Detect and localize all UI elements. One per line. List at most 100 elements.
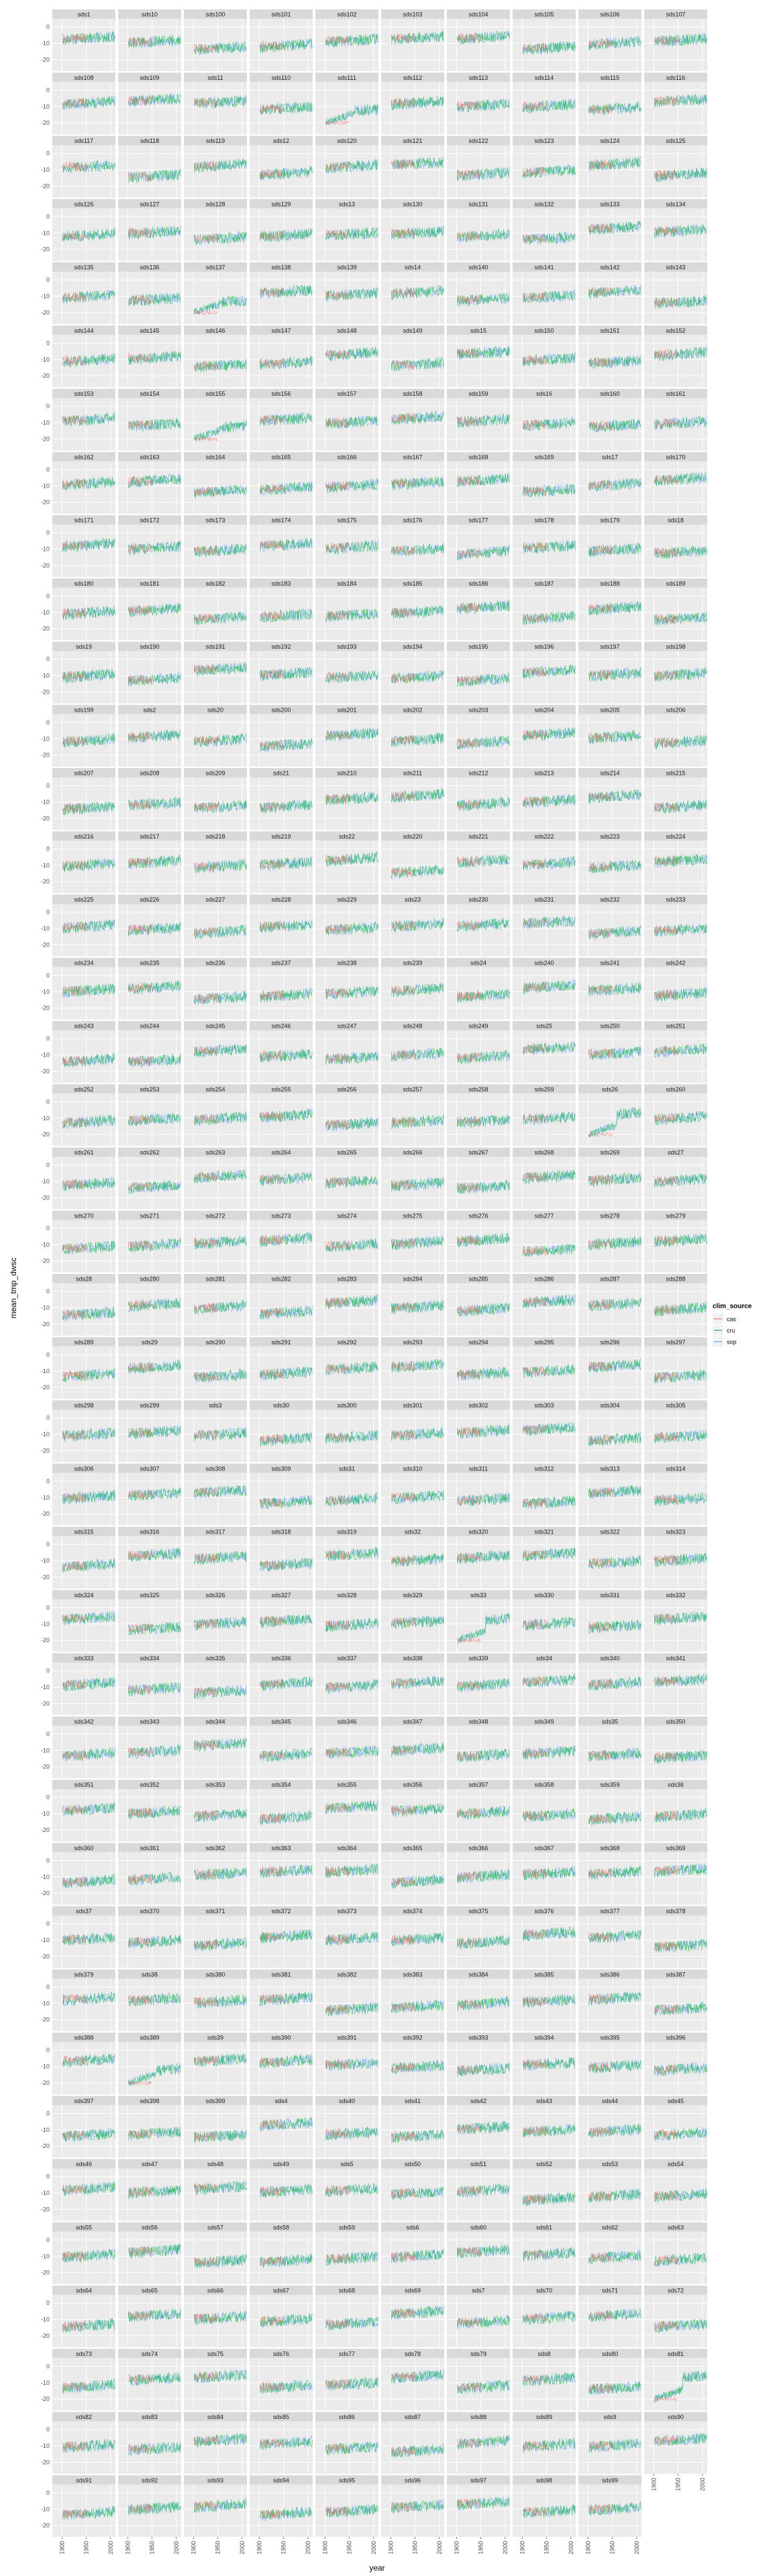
series-line-cru bbox=[325, 347, 378, 362]
facet-panel: sds141 bbox=[513, 262, 576, 324]
facet-strip bbox=[578, 704, 641, 714]
series-line-sop bbox=[522, 540, 576, 554]
facet-strip bbox=[118, 704, 181, 714]
facet-label: sds387 bbox=[666, 1971, 685, 1978]
facet-strip bbox=[644, 957, 707, 967]
facet-label: sds389 bbox=[140, 2035, 159, 2041]
facet-panel: sds4 bbox=[250, 2096, 313, 2158]
y-tick-label: -10 bbox=[41, 293, 50, 300]
facet-panel: sds390 bbox=[250, 2033, 313, 2094]
series-line-sop bbox=[259, 1171, 313, 1187]
facet-panel: sds230 bbox=[447, 894, 510, 957]
facet-panel: sds112 bbox=[381, 72, 444, 135]
facet-label: sds157 bbox=[337, 390, 356, 397]
y-tick-label: -20 bbox=[41, 119, 50, 126]
facet-label: sds364 bbox=[337, 1845, 356, 1851]
facet-strip bbox=[513, 515, 576, 525]
facet-label: sds304 bbox=[600, 1402, 619, 1409]
facet-label: sds256 bbox=[337, 1086, 356, 1093]
facet-panel: sds205 bbox=[578, 704, 641, 767]
facet-strip bbox=[644, 578, 707, 588]
facet-panel: sds62 bbox=[578, 2222, 641, 2284]
facet-label: sds150 bbox=[534, 327, 554, 334]
series-line-cru bbox=[62, 290, 115, 304]
panel-background bbox=[447, 19, 510, 71]
facet-label: sds12 bbox=[273, 138, 289, 144]
series-line-cas bbox=[325, 1177, 350, 1187]
series-line-sop bbox=[325, 347, 378, 362]
series-line-cas bbox=[456, 294, 481, 305]
facet-panel: sds288 bbox=[644, 1274, 707, 1336]
facet-panel: sds104 bbox=[447, 9, 510, 71]
panel-background bbox=[118, 967, 181, 1020]
series-line-cas bbox=[654, 856, 678, 866]
facet-strip bbox=[578, 1084, 641, 1094]
facet-label: sds20 bbox=[207, 706, 223, 713]
panel-background bbox=[578, 651, 641, 704]
series-line-sop bbox=[522, 417, 576, 431]
facet-panel: sds201 bbox=[315, 704, 378, 767]
facet-panel: sds179 bbox=[578, 515, 641, 577]
facet-label: sds50 bbox=[405, 2161, 421, 2167]
facet-panel: sds200 bbox=[250, 704, 313, 767]
facet-label: sds62 bbox=[602, 2224, 618, 2231]
facet-strip bbox=[52, 641, 115, 651]
facet-label: sds37 bbox=[76, 1908, 92, 1915]
series-line-cas bbox=[127, 419, 152, 430]
facet-panel: sds242 bbox=[644, 957, 707, 1020]
facet-label: sds265 bbox=[337, 1149, 356, 1156]
facet-label: sds283 bbox=[337, 1276, 356, 1283]
facet-panel: sds278 bbox=[578, 1210, 641, 1273]
facet-label: sds120 bbox=[337, 138, 356, 144]
facet-panel: sds116 bbox=[644, 72, 707, 135]
facet-panel: sds38 bbox=[118, 1969, 181, 2031]
y-tick-label: -10 bbox=[41, 862, 50, 869]
panel-background bbox=[381, 82, 444, 135]
series-line-cru bbox=[588, 355, 641, 369]
series-line-sop bbox=[325, 287, 378, 302]
facet-panel: sds10-10-20 bbox=[41, 9, 115, 71]
y-tick-label: 0 bbox=[46, 1668, 50, 1674]
facet-panel: sds102 bbox=[315, 9, 378, 71]
series-line-sop bbox=[193, 1111, 247, 1126]
series-line-sop bbox=[194, 158, 247, 173]
panel-background bbox=[578, 272, 641, 324]
y-tick-label: 0 bbox=[46, 1415, 50, 1421]
y-tick-label: 0 bbox=[46, 1984, 50, 1990]
series-line-cas bbox=[456, 548, 481, 558]
facet-panel: sds260 bbox=[644, 1084, 707, 1146]
series-line-cas bbox=[193, 802, 218, 812]
facet-strip bbox=[513, 894, 576, 904]
series-line-cru bbox=[654, 294, 707, 309]
series-line-cru bbox=[391, 30, 444, 45]
series-line-cru bbox=[193, 611, 247, 625]
facet-strip bbox=[644, 768, 707, 777]
facet-strip bbox=[52, 325, 115, 335]
series-line-cru bbox=[522, 41, 576, 54]
facet-panel: sds127 bbox=[118, 199, 181, 261]
series-line-cas bbox=[654, 1045, 678, 1056]
facet-label: sds347 bbox=[403, 1718, 422, 1725]
facet-panel: sds320 bbox=[447, 1527, 510, 1589]
series-line-cas bbox=[325, 610, 350, 621]
series-line-cru bbox=[456, 166, 510, 181]
facet-label: sds376 bbox=[534, 1908, 554, 1915]
facet-label: sds149 bbox=[403, 327, 422, 334]
y-tick-label: -20 bbox=[41, 246, 50, 253]
facet-strip bbox=[250, 578, 313, 588]
facet-label: sds168 bbox=[468, 453, 488, 460]
facet-panel: sds354 bbox=[250, 1780, 313, 1841]
facet-label: sds23 bbox=[405, 896, 421, 903]
facet-panel: sds10 bbox=[118, 9, 181, 71]
series-line-cru bbox=[654, 800, 707, 814]
series-line-cru bbox=[62, 413, 115, 427]
facet-label: sds302 bbox=[468, 1402, 488, 1409]
facet-label: sds131 bbox=[468, 201, 488, 207]
facet-label: sds384 bbox=[468, 1971, 488, 1978]
facet-panel: sds366 bbox=[447, 1843, 510, 1905]
facet-label: sds232 bbox=[600, 896, 619, 903]
series-line-sop bbox=[522, 1041, 576, 1056]
facet-strip bbox=[184, 199, 247, 209]
facet-panel: sds367 bbox=[513, 1843, 576, 1905]
